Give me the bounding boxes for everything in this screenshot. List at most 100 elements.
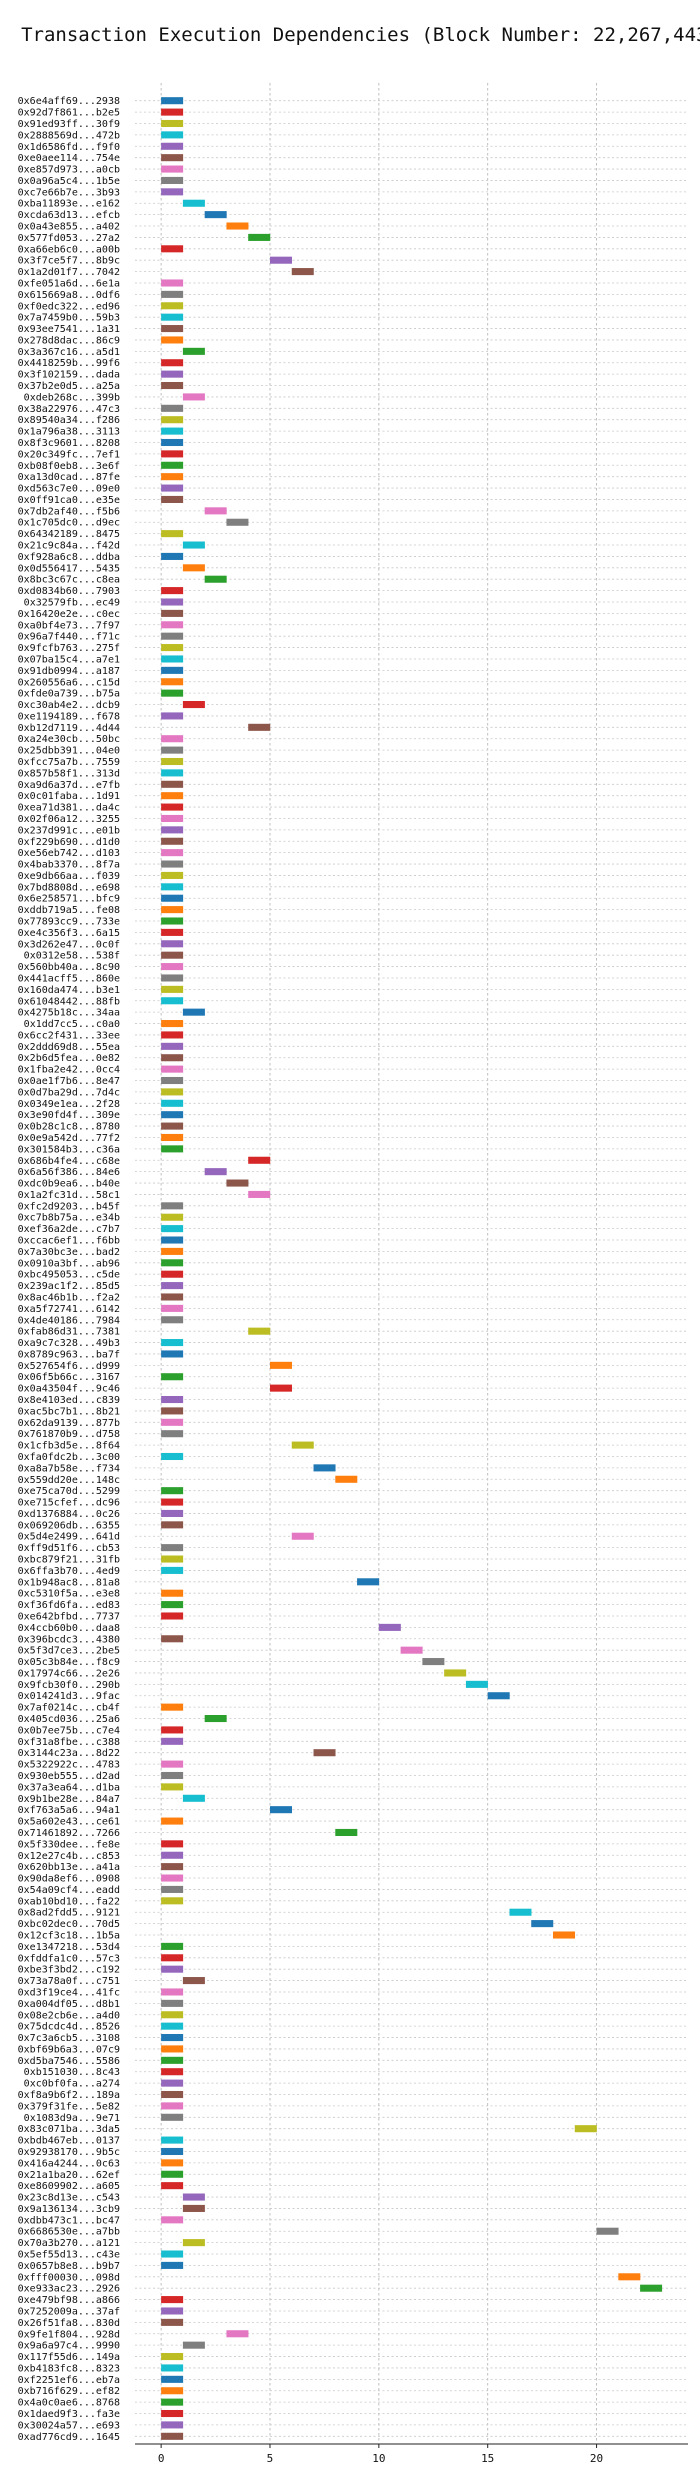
transaction-bar	[248, 1190, 271, 1198]
transaction-bar	[161, 2159, 184, 2167]
transaction-label: 0xd1376884...0c26	[18, 1509, 120, 1520]
transaction-bar	[509, 1908, 532, 1916]
transaction-bar	[204, 211, 227, 219]
transaction-label: 0x38a22976...47c3	[18, 404, 120, 415]
transaction-bar	[161, 1851, 184, 1859]
transaction-label: 0x4418259b...99f6	[18, 358, 120, 369]
transaction-bar	[269, 1361, 292, 1369]
transaction-label: 0x90da8ef6...0908	[18, 1874, 120, 1885]
transaction-label: 0x1daed9f3...fa3e	[18, 2409, 120, 2420]
transaction-label: 0xab10bd10...fa22	[18, 1896, 120, 1907]
transaction-label: 0x1dd7cc5...c0a0	[24, 1019, 120, 1030]
transaction-label: 0x379f31fe...5e82	[18, 2101, 120, 2112]
transaction-bar	[161, 1042, 184, 1050]
transaction-bar	[204, 1168, 227, 1176]
x-tick-label: 5	[267, 2452, 274, 2465]
transaction-bar	[161, 1635, 184, 1643]
transaction-bar	[161, 279, 184, 287]
transaction-label: 0xe9db66aa...f039	[18, 871, 120, 882]
transaction-label: 0xf36fd6fa...ed83	[18, 1600, 120, 1611]
transaction-label: 0xe1347218...53d4	[18, 1942, 120, 1953]
transaction-label: 0x1a796a38...3113	[18, 427, 120, 438]
transaction-bar	[161, 1236, 184, 1244]
transaction-label: 0x0b7ee75b...c7e4	[18, 1725, 120, 1736]
transaction-label: 0xef36a2de...c7b7	[18, 1224, 120, 1235]
transaction-label: 0x6e4aff69...2938	[18, 96, 120, 107]
transaction-bar	[161, 598, 184, 606]
transaction-bar	[161, 2364, 184, 2372]
transaction-bar	[161, 461, 184, 469]
transaction-label: 0xac5bc7b1...8b21	[18, 1406, 120, 1417]
transaction-label: 0x92d7f861...b2e5	[18, 108, 120, 119]
transaction-label: 0x1c705dc0...d9ec	[18, 518, 120, 529]
transaction-bar	[161, 826, 184, 834]
transaction-label: 0xb151030...8c43	[24, 2067, 120, 2078]
transaction-bar	[161, 245, 184, 253]
transaction-label: 0xe75ca70d...5299	[18, 1486, 120, 1497]
transaction-label: 0xe479bf98...a866	[18, 2295, 120, 2306]
transaction-bar	[161, 1111, 184, 1119]
transaction-label: 0xbc02dec0...70d5	[18, 1919, 120, 1930]
transaction-label: 0x8f3c9601...8208	[18, 438, 120, 449]
transaction-bar	[640, 2284, 663, 2292]
transaction-label: 0xe56eb742...d103	[18, 848, 120, 859]
transaction-bar	[161, 1099, 184, 1107]
transaction-label: 0xdeb268c...399b	[24, 392, 120, 403]
transaction-label: 0x8ad2fdd5...9121	[18, 1908, 120, 1919]
transaction-bar	[226, 222, 249, 230]
transaction-label: 0xa9d6a37d...e7fb	[18, 780, 120, 791]
transaction-label: 0x7db2af40...f5b6	[18, 506, 120, 517]
transaction-bar	[161, 1430, 184, 1438]
transaction-label: 0xe933ac23...2926	[18, 2284, 120, 2295]
transaction-label: 0xdbb473c1...bc47	[18, 2215, 120, 2226]
transaction-bar	[161, 1031, 184, 1039]
transaction-bar	[161, 473, 184, 481]
transaction-bar	[161, 1897, 184, 1905]
transaction-label: 0x239ac1f2...85d5	[18, 1281, 120, 1292]
transaction-label: 0xa66eb6c0...a00b	[18, 244, 120, 255]
transaction-label: 0x71461892...7266	[18, 1828, 120, 1839]
transaction-label: 0x92938170...9b5c	[18, 2147, 120, 2158]
transaction-label: 0x9fcfb763...275f	[18, 643, 120, 654]
transaction-bar	[161, 2182, 184, 2190]
transaction-bar	[161, 1840, 184, 1848]
transaction-bar	[465, 1680, 488, 1688]
transaction-label: 0x12cf3c18...1b5a	[18, 1931, 120, 1942]
transaction-bar	[291, 268, 314, 276]
transaction-label: 0x0a96a5c4...1b5e	[18, 176, 120, 187]
transaction-label: 0xc5310f5a...e3e8	[18, 1589, 120, 1600]
transaction-bar	[161, 997, 184, 1005]
transaction-bar	[161, 1555, 184, 1563]
transaction-label: 0x0657b8e8...b9b7	[18, 2261, 120, 2272]
transaction-bar	[161, 757, 184, 766]
transaction-bar	[161, 119, 184, 128]
transaction-bar	[182, 541, 205, 549]
transaction-label: 0x1cfb3d5e...8f64	[18, 1441, 120, 1452]
transaction-label: 0x0ae1f7b6...8e47	[18, 1076, 120, 1087]
transaction-bar	[161, 963, 184, 971]
transaction-label: 0xc0bf0fa...a274	[24, 2079, 120, 2090]
transaction-bar	[161, 1612, 184, 1620]
transaction-label: 0x16420e2e...c0ec	[18, 609, 120, 620]
transaction-bar	[335, 1475, 358, 1483]
transaction-label: 0x7c3a6cb5...3108	[18, 2033, 120, 2044]
transaction-label: 0xa5f72741...6142	[18, 1304, 120, 1315]
transaction-label: 0x08e2cb6e...a4d0	[18, 2010, 120, 2021]
transaction-label: 0xf229b690...d1d0	[18, 837, 120, 848]
transaction-bar	[335, 1828, 358, 1836]
transaction-bar	[161, 1065, 184, 1073]
transaction-label: 0x4bab3370...8f7a	[18, 860, 120, 871]
transaction-label: 0xb12d7119...4d44	[18, 723, 120, 734]
transaction-bar	[618, 2273, 641, 2281]
transaction-bar	[161, 871, 184, 879]
transaction-bar	[291, 1441, 314, 1449]
transaction-bar	[269, 1806, 292, 1814]
transaction-bar	[161, 2022, 184, 2030]
transaction-label: 0xf928a6c8...ddba	[18, 552, 120, 563]
transaction-label: 0x26f51fa8...830d	[18, 2318, 120, 2329]
transaction-bar	[161, 416, 184, 424]
transaction-bar	[161, 1122, 184, 1130]
transaction-label: 0xba11893e...e162	[18, 199, 120, 210]
transaction-label: 0xc7e66b7e...3b93	[18, 187, 120, 198]
transaction-bar	[161, 2170, 184, 2178]
